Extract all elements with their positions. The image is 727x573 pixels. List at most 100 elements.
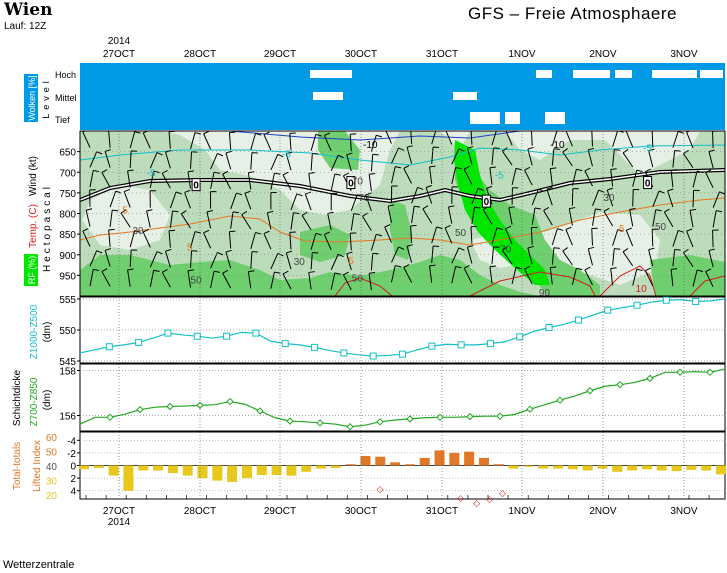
wind-barb-shaft [670,170,674,188]
wind-barb-flag [93,169,100,173]
series-marker [106,413,114,422]
wind-barb-shaft [210,153,218,170]
wind-barb-flag [127,268,134,271]
wind-barb [365,192,372,212]
wind-barb-shaft [230,192,237,210]
wind-barb [165,149,172,169]
wind-barb [349,133,357,152]
wind-barb [451,186,459,204]
wind-barb [531,207,541,225]
pressure-tick-label: 850 [59,230,76,241]
wind-barb-flag [217,251,224,256]
li-tick-label: 2 [70,474,76,485]
wind-barb-flag [296,193,303,197]
wind-barb-shaft [692,170,698,188]
wind-barb [712,210,723,228]
wind-barb-flag [705,268,712,272]
wind-barb-flag [562,247,568,252]
thickness2-series [79,368,726,431]
li-bar [197,465,208,479]
wind-barb-shaft [471,207,476,225]
wind-barb-flag [550,167,557,170]
temp-axis-label: Temp. (C) [28,204,39,248]
series-marker [196,401,204,410]
wind-barb [250,251,258,269]
wind-barb [168,229,176,248]
wind-barb-shaft [104,151,111,168]
wind-barb [463,166,473,185]
li-bar [493,464,504,466]
wind-barb [648,148,655,168]
wind-barb-shaft [187,270,191,288]
wind-barb-flag [293,212,300,215]
wind-barb-flag [334,173,341,176]
wind-barb [310,232,322,250]
wind-barb [524,265,533,285]
top-day-label: 30OCT [345,49,377,60]
wind-barb-shaft [365,194,372,212]
pressure-tick-label: 650 [59,148,76,159]
wind-barb-flag [324,231,331,235]
pressure-tick-label: 750 [59,189,76,200]
wind-barb [310,133,322,151]
wind-barb [350,194,363,211]
wind-barb-shaft [149,251,158,268]
wind-barb-flag [206,210,213,213]
tt-tick-label: 50 [46,448,58,459]
wind-barb-shaft [670,269,674,287]
wind-barb-shaft [565,229,573,246]
wind-barb-shaft [511,267,517,285]
wind-barb-flag [645,168,651,173]
wind-barb-flag [403,165,410,169]
wind-barb [282,270,292,290]
wind-barb [672,131,684,148]
wind-barb [501,246,513,265]
wind-barb-shaft [120,212,131,228]
wind-barb [349,232,357,251]
series-marker [406,415,414,423]
wind-barb-shaft [85,210,91,227]
wind-barb-shaft [190,151,193,169]
wind-barb-flag [686,228,693,232]
wind-barb-flag [213,270,220,273]
temperature-isolines [80,131,725,296]
wind-barb-shaft [632,170,638,187]
wind-barb-shaft [350,213,355,231]
wind-barb [190,132,201,150]
wind-barb-flag [614,149,621,151]
wind-barb-flag [505,225,512,230]
rh-contour-label: 50 [655,222,667,233]
li-tick-label: 4 [70,487,76,498]
wind-barb-shaft [250,133,256,150]
wind-barb [129,230,141,248]
wind-barb-shaft [391,166,396,184]
wind-barb-shaft [489,167,493,185]
wind-barb-shaft [712,131,714,149]
wind-barb-flag [527,245,534,249]
wind-barb-shaft [222,272,232,289]
wind-barb [127,169,134,188]
wind-barb-flag [658,190,665,194]
wind-barb-shaft [584,170,593,187]
wind-barb-flag [674,249,681,251]
wind-barb-shaft [705,271,714,288]
wind-barb-shaft [101,172,111,188]
wind-barb [406,244,414,263]
wind-barb [129,150,138,168]
wind-barb-shaft [612,149,615,167]
tt-point: ◇ [473,498,480,508]
wind-barb [149,152,163,169]
cloud-segment-hoch [700,70,723,78]
wind-barb-flag [553,148,560,150]
li-bar [301,465,312,472]
wind-barb-flag [667,188,674,192]
isotherm-minus10 [229,131,521,141]
wind-barb-flag [502,147,508,152]
wind-barb [101,268,111,287]
wind-barb [406,145,414,164]
wind-barb-shaft [222,173,232,190]
wind-barb-flag [655,209,662,212]
wind-barb-flag [241,211,248,216]
wind-barb-shaft [672,230,679,247]
wind-barb [330,173,341,191]
